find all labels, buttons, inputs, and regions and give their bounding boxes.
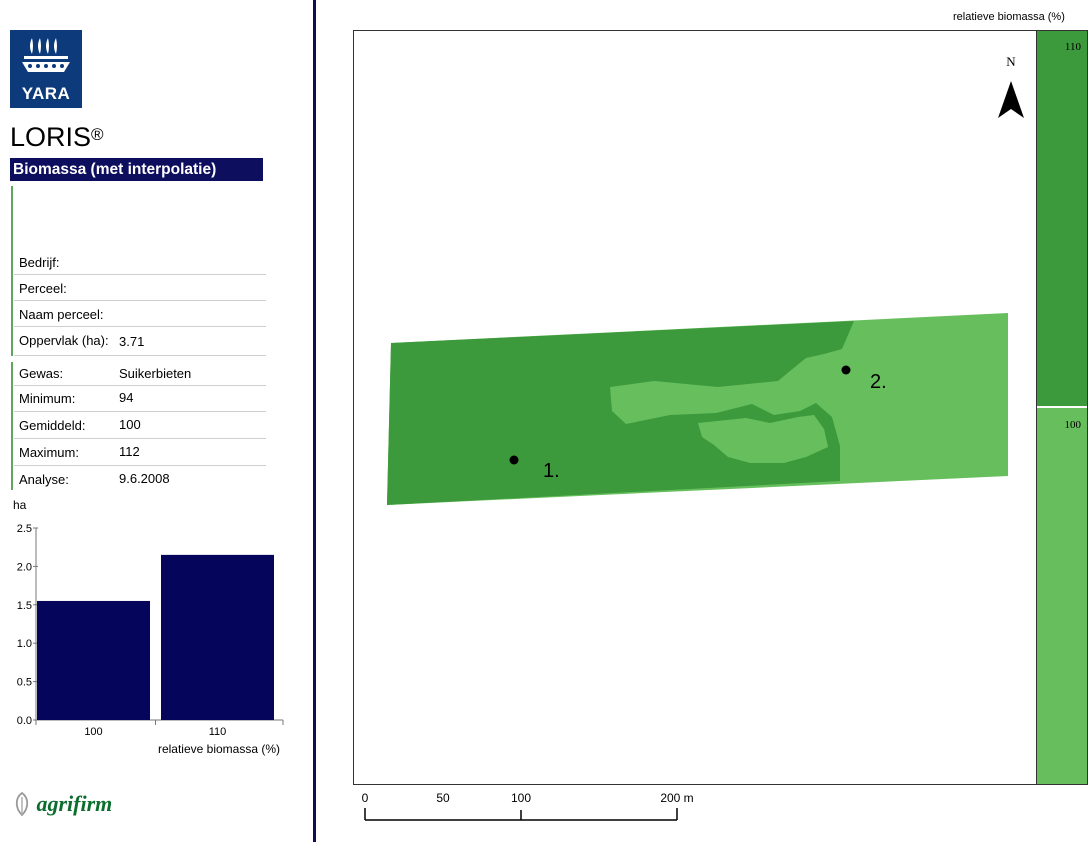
field-map: 1. 2. N	[387, 54, 1024, 505]
yara-wordmark: YARA	[21, 84, 71, 103]
naam-perceel-label: Naam perceel:	[19, 307, 104, 322]
info-accent-line	[11, 186, 13, 356]
divider	[14, 385, 266, 386]
divider	[14, 300, 266, 301]
divider	[14, 465, 266, 466]
chart-y-tick-label: 1.0	[17, 638, 32, 650]
minimum-label: Minimum:	[19, 391, 76, 406]
panel-divider	[313, 0, 316, 842]
gemiddeld-value: 100	[119, 417, 141, 432]
sample-point-label: 1.	[543, 460, 560, 482]
gewas-value: Suikerbieten	[119, 366, 192, 381]
agrifirm-logo: agrifirm	[12, 791, 112, 817]
chart-bar	[37, 600, 150, 720]
sample-point-marker[interactable]	[841, 365, 851, 375]
maximum-value: 112	[119, 444, 140, 459]
north-arrow-icon	[998, 81, 1024, 118]
map-view[interactable]: 1. 2. N	[353, 30, 1037, 785]
gemiddeld-label: Gemiddeld:	[19, 418, 86, 433]
app-title: LORIS®	[10, 122, 104, 152]
scale-bar: 0 50 100 200 m	[362, 791, 694, 821]
sample-point-marker[interactable]	[509, 455, 519, 465]
field-zone-100-inclusion	[698, 415, 828, 463]
map-legend: 110 100	[1037, 30, 1088, 785]
oppervlak-label: Oppervlak (ha):	[19, 333, 109, 348]
chart-x-ticks: 100 110	[35, 720, 284, 738]
legend-item-label: 110	[1064, 41, 1081, 53]
divider	[14, 274, 266, 275]
scale-tick-label: 0	[362, 791, 369, 805]
map-type-subtitle: Biomassa (met interpolatie)	[10, 158, 263, 181]
viking-ship-icon	[22, 38, 70, 72]
analyse-label: Analyse:	[19, 472, 69, 487]
scale-tick-label: 50	[436, 791, 450, 805]
chart-y-ticks: 0.0 0.5 1.0 1.5 2.0 2.5	[17, 523, 38, 727]
chart-y-tick-label: 1.5	[17, 600, 32, 612]
divider	[14, 326, 266, 327]
gewas-label: Gewas:	[19, 366, 64, 381]
chart-x-tick-label: 100	[84, 726, 102, 738]
chart-bar	[161, 554, 274, 720]
scale-tick-label: 100	[511, 791, 531, 805]
chart-bars	[37, 554, 274, 720]
chart-y-tick-label: 0.0	[17, 715, 32, 727]
chart-x-tick-label: 110	[209, 726, 227, 738]
chart-y-tick-label: 0.5	[17, 677, 32, 689]
divider	[14, 438, 266, 439]
legend-title: relatieve biomassa (%)	[953, 11, 1065, 23]
sample-point-label: 2.	[870, 371, 887, 393]
north-label: N	[1006, 54, 1016, 69]
minimum-value: 94	[119, 390, 134, 405]
area-histogram-chart: ha 0.0 0.5 1.0 1.5 2.0 2.5 100 110 relatieve b…	[13, 498, 284, 756]
maximum-label: Maximum:	[19, 445, 79, 460]
chart-y-axis-label: ha	[13, 498, 27, 512]
stats-accent-line	[11, 362, 13, 490]
legend-item-110: 110	[1037, 31, 1087, 406]
analyse-value: 9.6.2008	[119, 471, 170, 486]
oppervlak-value: 3.71	[119, 334, 145, 349]
legend-item-100: 100	[1037, 408, 1087, 784]
yara-logo: YARA	[10, 30, 82, 108]
chart-x-axis-label: relatieve biomassa (%)	[158, 742, 280, 756]
perceel-label: Perceel:	[19, 281, 67, 296]
bedrijf-label: Bedrijf:	[19, 255, 60, 270]
scale-tick-label: 200 m	[660, 791, 693, 805]
chart-y-tick-label: 2.0	[17, 561, 32, 573]
legend-item-label: 100	[1064, 419, 1082, 431]
divider	[14, 355, 266, 356]
chart-y-tick-label: 2.5	[17, 523, 32, 535]
agrifirm-wordmark: agrifirm	[36, 791, 113, 816]
agrifirm-leaf-icon	[15, 791, 29, 817]
divider	[14, 411, 266, 412]
legend-separator	[1037, 406, 1087, 408]
